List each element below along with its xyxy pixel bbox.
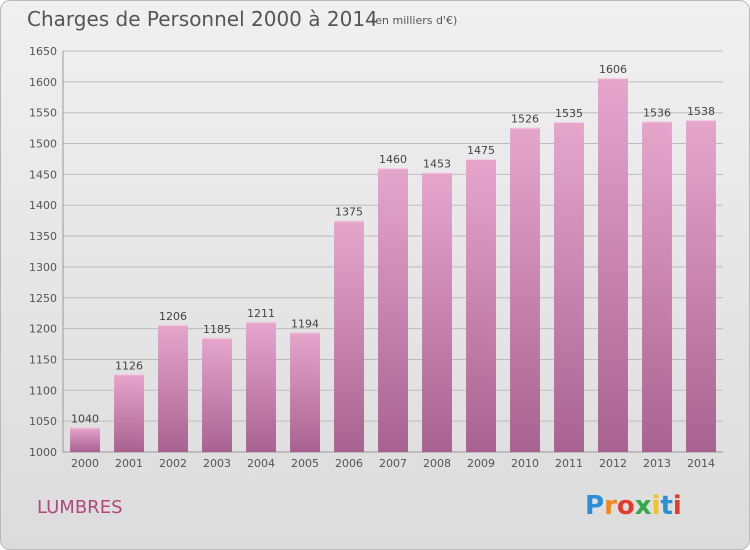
y-tick-label: 1200 bbox=[29, 323, 57, 336]
data-label: 1194 bbox=[291, 317, 319, 330]
data-label: 1211 bbox=[247, 307, 275, 320]
data-label: 1526 bbox=[511, 112, 539, 125]
data-label: 1375 bbox=[335, 206, 363, 219]
y-tick-label: 1350 bbox=[29, 230, 57, 243]
data-label: 1475 bbox=[467, 144, 495, 157]
y-tick-label: 1400 bbox=[29, 199, 57, 212]
data-label: 1040 bbox=[71, 412, 99, 425]
bar-2000 bbox=[70, 427, 100, 452]
bar-2007 bbox=[378, 168, 408, 452]
bar-2014 bbox=[686, 120, 716, 452]
x-tick-label: 2011 bbox=[555, 457, 583, 470]
data-label: 1538 bbox=[687, 105, 715, 118]
y-tick-label: 1150 bbox=[29, 353, 57, 366]
bar-2009 bbox=[466, 158, 496, 452]
bar-2013 bbox=[642, 121, 672, 453]
x-tick-label: 2003 bbox=[203, 457, 231, 470]
chart-title: Charges de Personnel 2000 à 2014 bbox=[27, 7, 378, 31]
data-label: 1126 bbox=[115, 359, 143, 372]
x-tick-label: 2008 bbox=[423, 457, 451, 470]
logo-letter: i bbox=[672, 491, 682, 521]
x-tick-label: 2010 bbox=[511, 457, 539, 470]
proxiti-logo[interactable]: Proxiti bbox=[585, 491, 682, 521]
logo-letter: r bbox=[604, 491, 617, 521]
chart-subtitle: (en milliers d'€) bbox=[371, 14, 458, 27]
y-tick-label: 1600 bbox=[29, 76, 57, 89]
x-tick-label: 2005 bbox=[291, 457, 319, 470]
bar-2006 bbox=[334, 220, 364, 452]
data-label: 1535 bbox=[555, 107, 583, 120]
y-tick-label: 1500 bbox=[29, 138, 57, 151]
logo-letter: i bbox=[651, 491, 661, 521]
logo-letter: x bbox=[634, 491, 652, 521]
x-tick-label: 2007 bbox=[379, 457, 407, 470]
y-tick-label: 1100 bbox=[29, 384, 57, 397]
data-label: 1185 bbox=[203, 323, 231, 336]
bar-2002 bbox=[158, 324, 188, 452]
x-tick-label: 2002 bbox=[159, 457, 187, 470]
bar-2008 bbox=[422, 172, 452, 452]
x-tick-label: 2006 bbox=[335, 457, 363, 470]
x-tick-label: 2013 bbox=[643, 457, 671, 470]
bar-2005 bbox=[290, 332, 320, 452]
data-label: 1536 bbox=[643, 106, 671, 119]
x-tick-label: 2000 bbox=[71, 457, 99, 470]
x-tick-label: 2009 bbox=[467, 457, 495, 470]
x-tick-label: 2014 bbox=[687, 457, 715, 470]
logo-letter: t bbox=[660, 491, 673, 521]
logo-letter: o bbox=[616, 491, 635, 521]
y-tick-label: 1250 bbox=[29, 292, 57, 305]
y-tick-label: 1050 bbox=[29, 415, 57, 428]
y-tick-label: 1000 bbox=[29, 446, 57, 459]
data-label: 1460 bbox=[379, 153, 407, 166]
bar-2004 bbox=[246, 321, 276, 452]
data-label: 1206 bbox=[159, 310, 187, 323]
y-tick-label: 1650 bbox=[29, 45, 57, 58]
x-tick-label: 2004 bbox=[247, 457, 275, 470]
x-tick-label: 2001 bbox=[115, 457, 143, 470]
bar-2010 bbox=[510, 127, 540, 452]
x-tick-label: 2012 bbox=[599, 457, 627, 470]
place-name: LUMBRES bbox=[37, 497, 123, 518]
bar-2003 bbox=[202, 337, 232, 452]
bar-2011 bbox=[554, 121, 584, 452]
y-tick-label: 1450 bbox=[29, 168, 57, 181]
data-label: 1606 bbox=[599, 63, 627, 76]
logo-letter: P bbox=[585, 491, 605, 521]
bar-2012 bbox=[598, 78, 628, 452]
y-tick-label: 1550 bbox=[29, 107, 57, 120]
y-tick-label: 1300 bbox=[29, 261, 57, 274]
bar-2001 bbox=[114, 374, 144, 452]
data-label: 1453 bbox=[423, 158, 451, 171]
